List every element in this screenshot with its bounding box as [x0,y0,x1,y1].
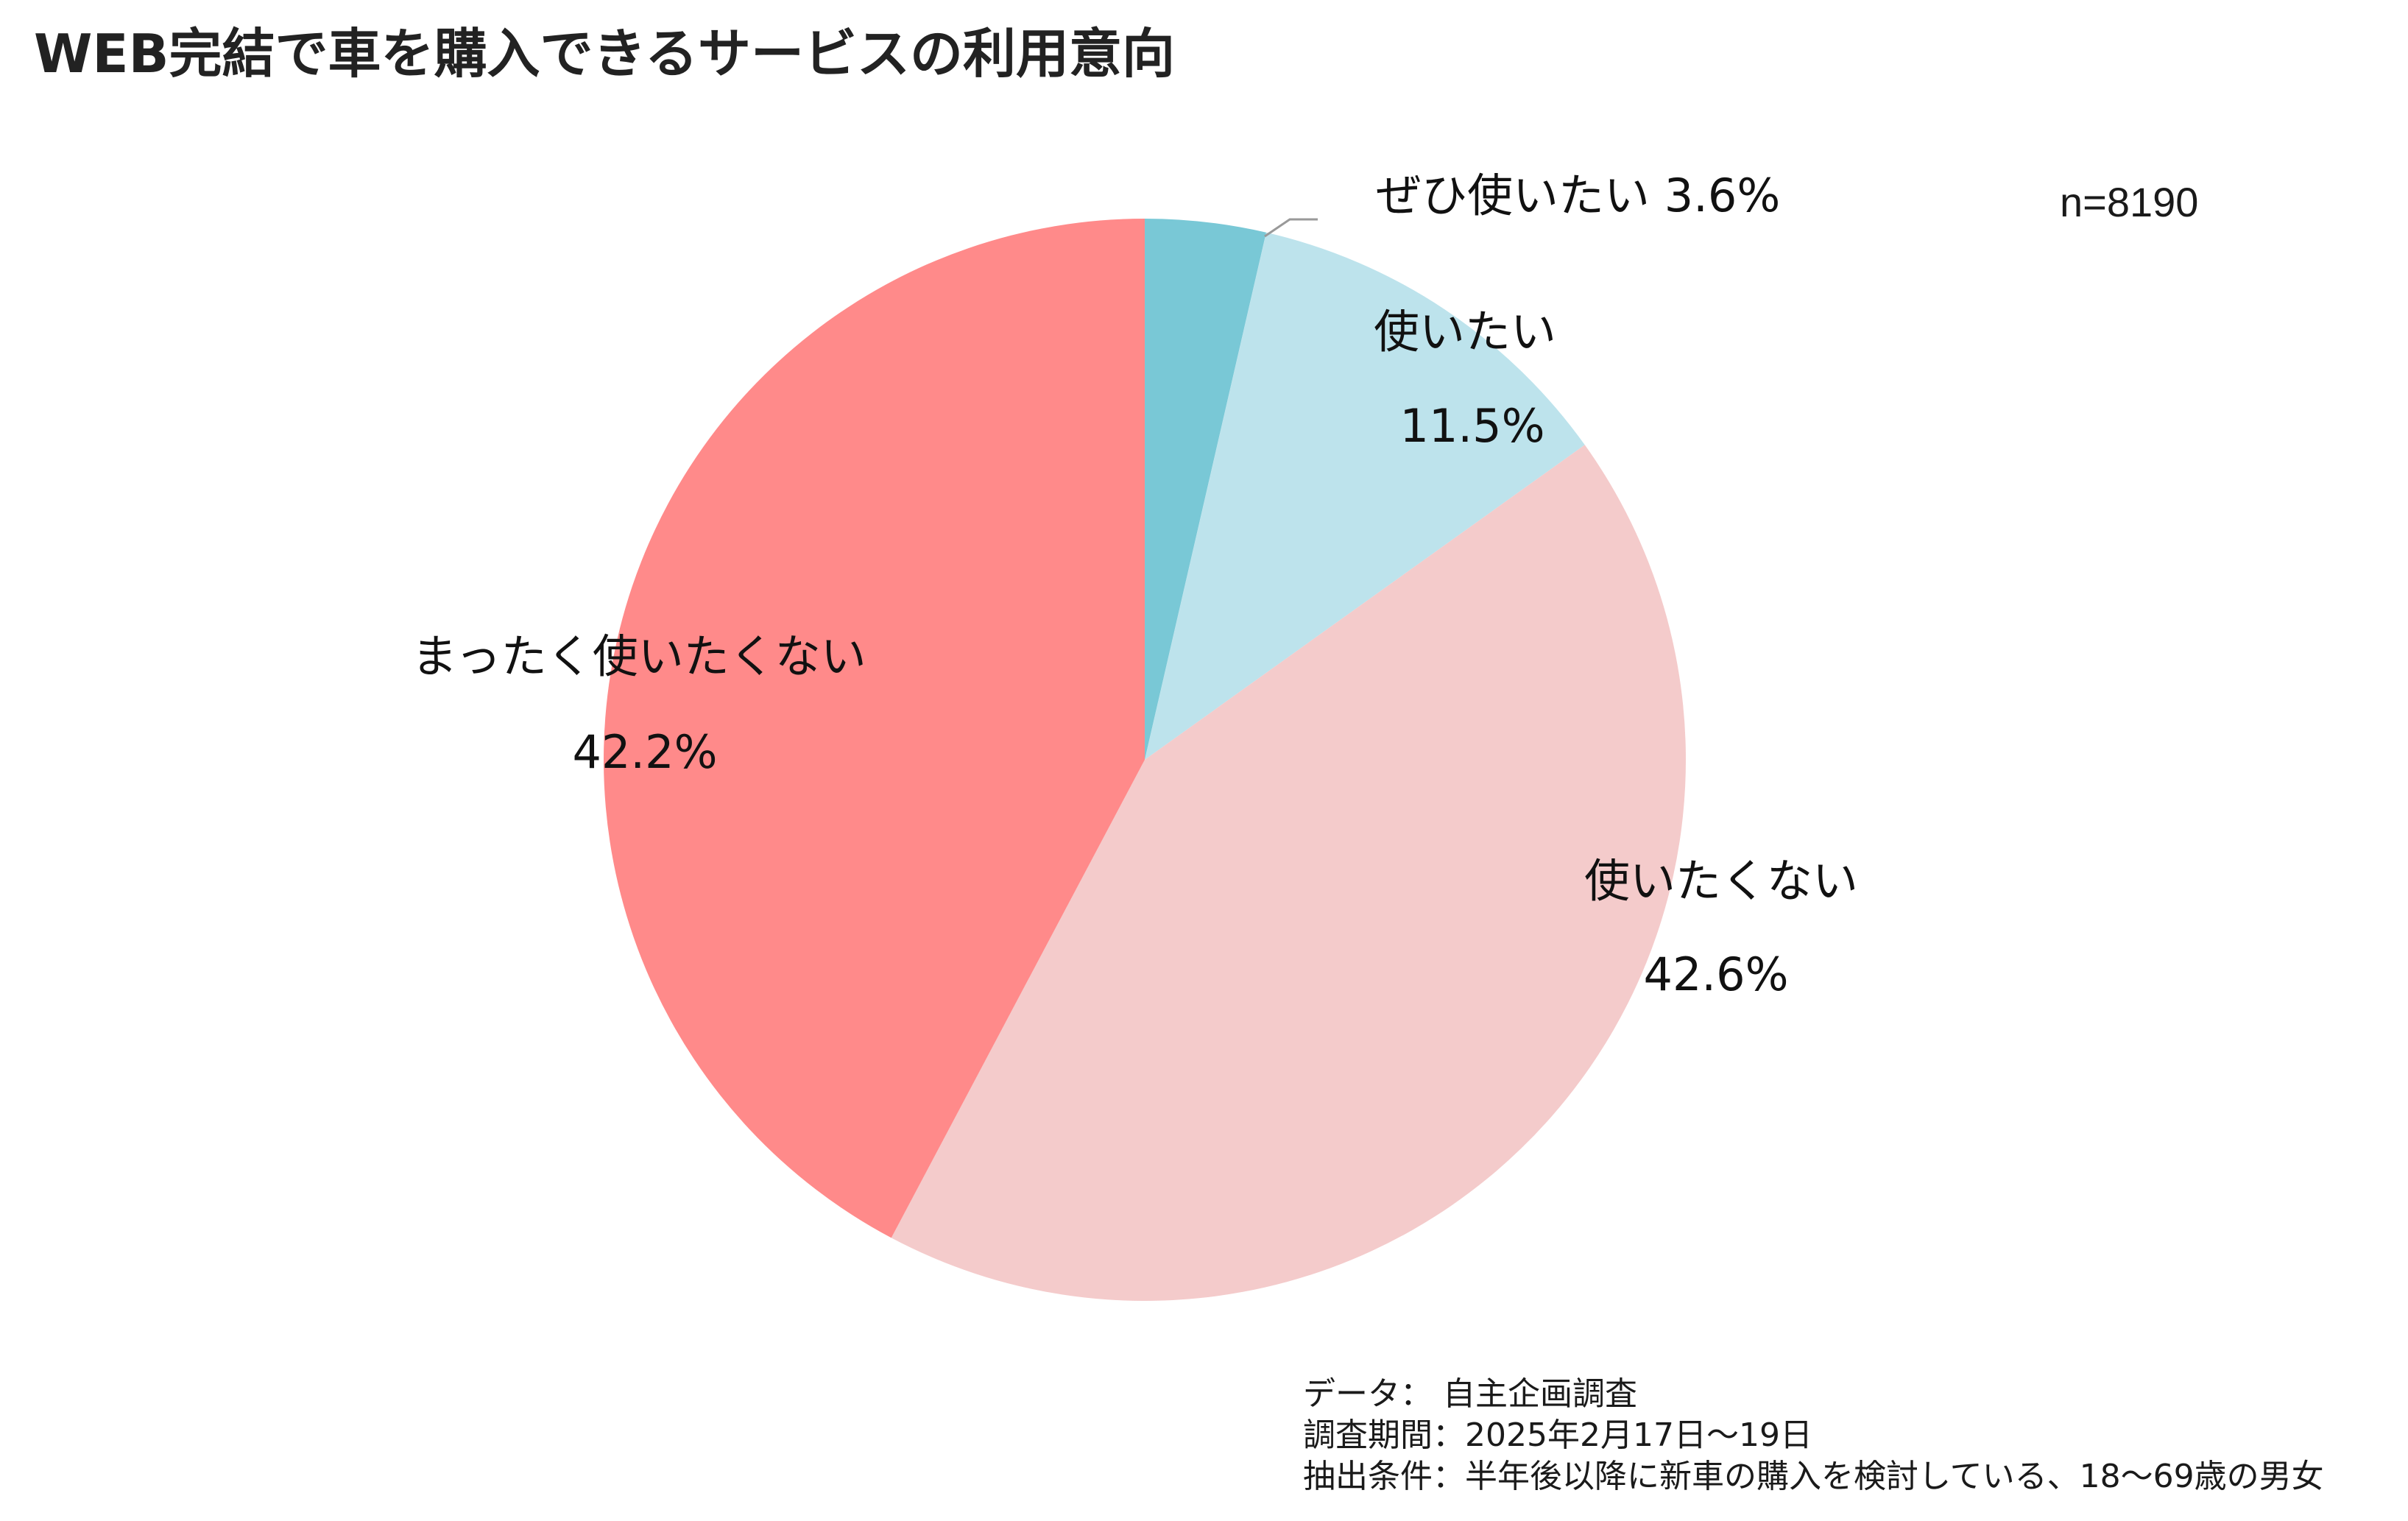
note-survey-period: 調査期間：2025年2月17日〜19日 [1303,1416,1812,1454]
slice-label-want-to-use: 使いたい [1374,305,1556,359]
slice-labels: ぜひ使いたい 3.6% 使いたい 11.5% 使いたくない 42.6% まったく… [412,169,1858,1001]
source-notes: データ： 自主企画調査 調査期間：2025年2月17日〜19日 抽出条件：半年後… [1303,1374,2324,1497]
slice-dont-want [891,445,1687,1301]
pie-slices [604,219,1687,1301]
slice-value-want-to-use: 11.5% [1400,399,1545,453]
leader-line [1264,218,1318,238]
note-data-source: データ： 自主企画調査 [1303,1375,1637,1413]
slice-want-to-use [1145,232,1585,760]
slice-value-not-at-all: 42.2% [573,725,718,779]
slice-value-dont-want: 42.6% [1644,947,1789,1001]
slice-definitely-use [1145,219,1266,760]
chart-title: WEB完結で車を購入できるサービスの利用意向 [34,23,1176,85]
slice-label-definitely-use: ぜひ使いたい 3.6% [1376,169,1780,222]
note-conditions: 抽出条件：半年後以降に新車の購入を検討している、18〜69歳の男女 [1303,1458,2324,1495]
sample-size-label: n=8190 [2060,179,2199,225]
slice-label-dont-want: 使いたくない [1584,854,1858,908]
slice-label-not-at-all: まったく使いたくない [412,629,866,683]
slice-not-at-all [604,219,1145,1238]
